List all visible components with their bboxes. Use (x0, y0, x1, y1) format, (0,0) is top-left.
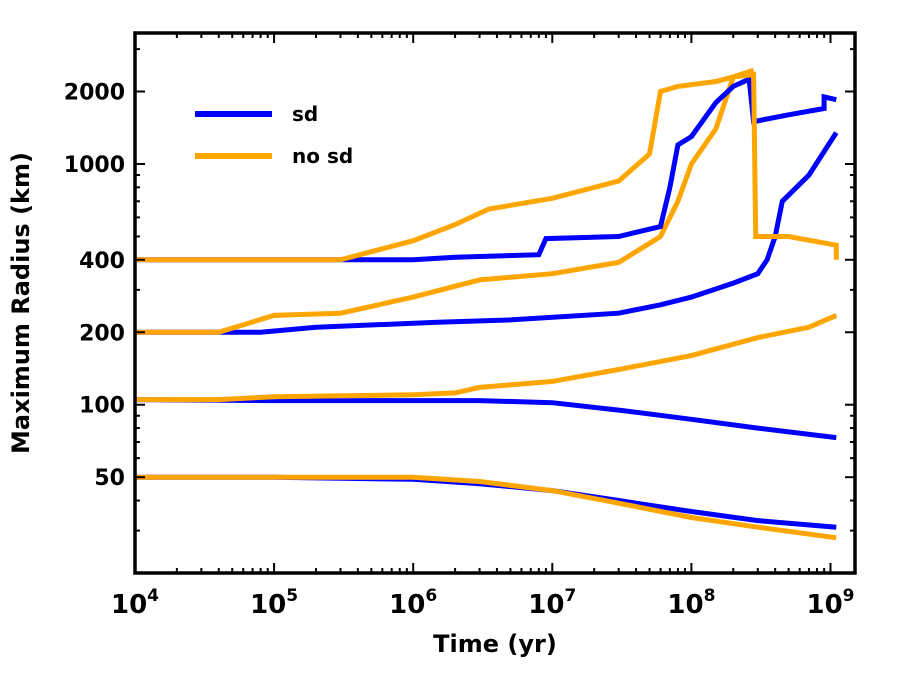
x-tick-label: 104 (111, 586, 159, 620)
series-layer (134, 67, 839, 541)
series-sd-r100 (134, 397, 837, 441)
plot-frame (133, 31, 857, 575)
y-axis-label: Maximum Radius (km) (7, 152, 35, 454)
x-tick-label: 106 (389, 586, 437, 620)
y-tick-label: 50 (94, 466, 125, 491)
y-tick-label: 100 (79, 394, 125, 419)
x-axis-label: Time (yr) (433, 630, 557, 658)
series-sd-r200 (135, 131, 839, 335)
x-tick-label: 108 (667, 586, 715, 620)
x-tick-label: 107 (528, 586, 576, 620)
series-no-sd-r200 (135, 67, 755, 335)
y-tick-label: 400 (79, 249, 125, 274)
x-tick-label: 109 (806, 586, 854, 620)
series-no-sd-r100 (135, 313, 838, 403)
tick-layer (134, 33, 855, 574)
y-tick-label: 200 (79, 321, 125, 346)
legend: sd no sd (195, 102, 353, 168)
x-tick-label: 105 (250, 586, 298, 620)
label-layer: 50 100 200 400 1000 2000 104 105 106 107 108 109 (64, 81, 855, 620)
series-no-sd-r400 (135, 71, 839, 263)
legend-label-sd: sd (292, 102, 318, 126)
y-tick-label: 1000 (64, 153, 125, 178)
series-no-sd-r50 (135, 474, 837, 541)
series-sd-r400 (135, 75, 837, 263)
legend-label-no-sd: no sd (292, 144, 353, 168)
y-tick-label: 2000 (64, 81, 125, 106)
